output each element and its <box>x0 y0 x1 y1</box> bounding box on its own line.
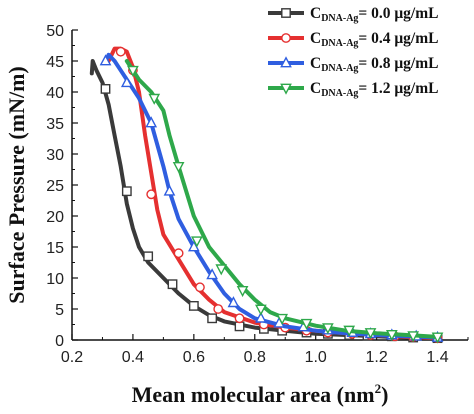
data-point-triangle-down <box>276 313 289 325</box>
data-point-square <box>281 8 291 18</box>
data-point-square <box>167 279 178 290</box>
legend-item-1: CDNA-Ag= 0.4 μg/mL <box>268 30 438 49</box>
y-tick-label: 30 <box>46 147 64 164</box>
x-axis-title-main: Mean molecular area (nm <box>132 382 375 407</box>
data-point-triangle-down <box>300 318 313 330</box>
data-point-triangle <box>99 54 112 66</box>
series-3 <box>124 59 444 344</box>
data-point-square <box>207 313 218 324</box>
x-tick-label: 1.2 <box>365 349 387 366</box>
legend-label: CDNA-Ag= 0.0 μg/mL <box>310 5 438 24</box>
series-layer <box>89 46 444 344</box>
legend-label-main: C <box>310 5 321 22</box>
data-point-square <box>143 251 154 262</box>
x-axis-title-sup: 2 <box>375 381 382 396</box>
x-tick-label: 1.4 <box>426 349 448 366</box>
y-tick-label: 40 <box>46 85 64 102</box>
data-point-square <box>234 321 245 332</box>
y-tick-label: 0 <box>55 333 64 350</box>
legend-label: CDNA-Ag= 0.8 μg/mL <box>310 55 438 74</box>
data-point-triangle-down <box>385 330 398 342</box>
y-tick-label: 10 <box>46 271 64 288</box>
data-point-square <box>100 83 111 94</box>
data-point-triangle-down <box>148 93 161 105</box>
data-point-circle <box>213 304 224 314</box>
legend-item-2: CDNA-Ag= 0.8 μg/mL <box>268 55 438 74</box>
data-point-circle <box>173 248 184 259</box>
data-point-triangle <box>120 76 133 88</box>
x-tick-label: 1.0 <box>305 349 327 366</box>
data-point-circle <box>195 282 205 293</box>
data-point-square <box>188 301 199 311</box>
data-point-circle <box>234 313 245 324</box>
x-axis-title: Mean molecular area (nm2) <box>132 381 389 407</box>
legend-label-sub: DNA-Ag <box>321 63 358 74</box>
series-line <box>89 59 440 341</box>
data-point-circle <box>281 33 291 43</box>
data-point-triangle <box>206 268 218 280</box>
legend-label-sub: DNA-Ag <box>321 88 358 99</box>
data-point-circle <box>115 46 126 57</box>
data-point-triangle <box>145 116 158 128</box>
legend-label: CDNA-Ag= 0.4 μg/mL <box>310 30 438 49</box>
legend-item-0: CDNA-Ag= 0.0 μg/mL <box>268 5 438 24</box>
y-tick-label: 25 <box>46 178 64 195</box>
legend-label-rest: = 1.2 μg/mL <box>358 80 438 97</box>
legend-label-sub: DNA-Ag <box>321 13 358 24</box>
data-point-square <box>121 186 132 197</box>
data-point-triangle-down <box>431 332 444 344</box>
data-point-triangle-down <box>364 328 377 340</box>
y-axis-title: Surface Pressure (mN/m) <box>4 66 29 303</box>
data-point-triangle-down <box>280 83 292 95</box>
data-point-triangle-down <box>407 331 420 343</box>
data-point-triangle-down <box>322 323 334 335</box>
legend-label-sub: DNA-Ag <box>321 38 358 49</box>
data-point-triangle-down <box>343 325 356 337</box>
legend-label-rest: = 0.0 μg/mL <box>358 5 438 22</box>
data-point-triangle-down <box>172 161 185 174</box>
legend-label-main: C <box>310 80 321 97</box>
y-tick-label: 15 <box>46 240 64 257</box>
x-tick-label: 0.4 <box>122 349 144 366</box>
legend-label-rest: = 0.4 μg/mL <box>358 30 438 47</box>
axes: 0 5 10 15 20 25 30 35 40 45 50 0.2 0.4 0.6 0.8 1.0 1.2 1.… <box>46 23 469 366</box>
y-tick-label: 50 <box>46 23 64 40</box>
data-point-triangle <box>187 240 200 252</box>
data-point-triangle-down <box>191 236 203 248</box>
x-tick-label: 0.2 <box>61 349 83 366</box>
data-point-circle <box>146 189 157 200</box>
data-point-triangle <box>255 311 267 323</box>
data-point-triangle-down <box>255 304 267 316</box>
x-tick-label: 0.8 <box>244 349 266 366</box>
data-point-triangle <box>163 184 176 196</box>
y-tick-label: 35 <box>46 116 64 133</box>
legend-label-rest: = 0.8 μg/mL <box>358 55 438 72</box>
x-axis-title-end: ) <box>381 382 388 407</box>
legend-label: CDNA-Ag= 1.2 μg/mL <box>310 80 438 99</box>
y-tick-label: 20 <box>46 209 64 226</box>
data-point-triangle-down <box>215 264 228 276</box>
x-tick-label: 0.6 <box>183 349 205 366</box>
data-point-triangle-down <box>127 65 139 77</box>
legend-label-main: C <box>310 55 321 72</box>
series-0 <box>89 59 443 344</box>
data-point-triangle-down <box>236 286 249 298</box>
y-tick-label: 45 <box>46 54 64 71</box>
data-point-triangle <box>280 56 292 68</box>
data-point-triangle <box>227 296 240 308</box>
legend-item-3: CDNA-Ag= 1.2 μg/mL <box>268 80 438 99</box>
y-tick-label: 5 <box>55 302 64 319</box>
legend-label-main: C <box>310 30 321 47</box>
